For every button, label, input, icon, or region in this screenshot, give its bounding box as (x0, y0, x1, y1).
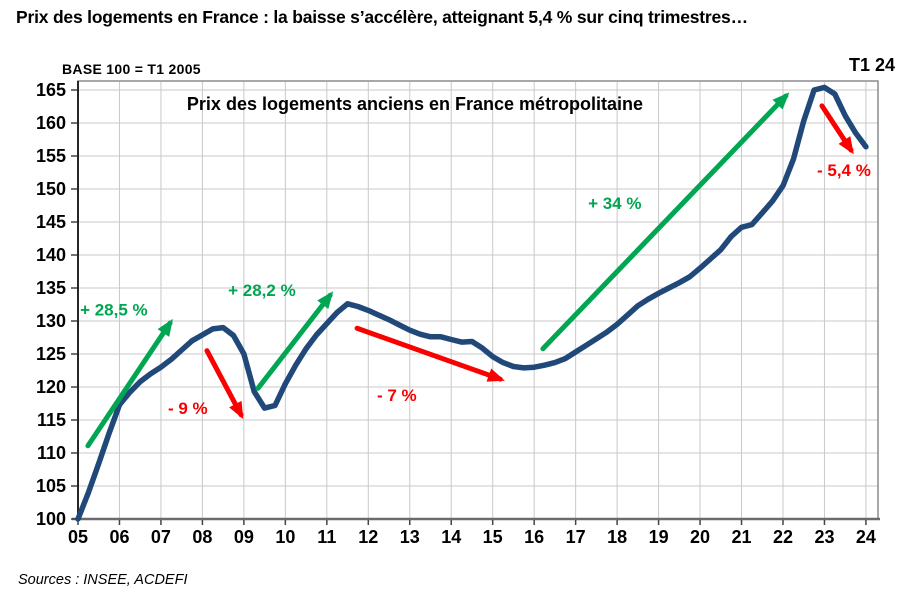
x-tick-label: 13 (400, 527, 420, 547)
x-tick-label: 10 (275, 527, 295, 547)
annotation-arrow (204, 348, 244, 420)
page-title: Prix des logements en France : la baisse… (16, 7, 748, 27)
y-tick-label: 150 (36, 179, 66, 199)
annotation-label: + 28,2 % (228, 281, 296, 300)
y-tick-label: 140 (36, 245, 66, 265)
annotation-label: + 28,5 % (80, 301, 148, 320)
x-tick-label: 15 (483, 527, 503, 547)
x-tick-label: 17 (566, 527, 586, 547)
x-tick-label: 14 (441, 527, 461, 547)
x-tick-label: 12 (358, 527, 378, 547)
x-tick-label: 21 (732, 527, 752, 547)
annotation-arrow (255, 291, 334, 391)
y-tick-label: 130 (36, 311, 66, 331)
chart-last-point-label: T1 24 (848, 55, 895, 75)
x-tick-label: 24 (856, 527, 876, 547)
x-tick-label: 18 (607, 527, 627, 547)
annotation-arrow (354, 325, 505, 382)
x-tick-label: 22 (773, 527, 793, 547)
x-tick-label: 16 (524, 527, 544, 547)
y-tick-label: 165 (36, 80, 66, 100)
annotation-label: - 5,4 % (817, 161, 871, 180)
y-tick-label: 120 (36, 377, 66, 397)
chart-base-label: BASE 100 = T1 2005 (62, 61, 201, 77)
annotation-label: - 9 % (168, 399, 208, 418)
y-tick-label: 100 (36, 509, 66, 529)
y-tick-label: 115 (37, 410, 66, 430)
x-tick-label: 11 (317, 527, 336, 547)
annotation-label: + 34 % (588, 194, 641, 213)
x-tick-label: 06 (109, 527, 129, 547)
annotation-label: - 7 % (377, 386, 417, 405)
y-tick-label: 160 (36, 113, 66, 133)
sources-note: Sources : INSEE, ACDEFI (18, 572, 188, 588)
annotation-arrow (819, 103, 854, 155)
y-tick-label: 105 (36, 476, 66, 496)
y-tick-label: 125 (36, 344, 66, 364)
x-tick-label: 05 (68, 527, 88, 547)
annotation-arrow (540, 92, 790, 352)
x-tick-label: 08 (192, 527, 212, 547)
price-curve (75, 84, 869, 522)
y-tick-label: 145 (36, 212, 66, 232)
x-tick-label: 09 (234, 527, 254, 547)
y-tick-label: 135 (36, 278, 66, 298)
y-tick-label: 110 (37, 443, 66, 463)
chart-title: Prix des logements anciens en France mét… (187, 94, 643, 114)
x-tick-label: 19 (649, 527, 669, 547)
y-tick-label: 155 (36, 146, 66, 166)
annotation-arrow (85, 318, 173, 449)
x-tick-label: 20 (690, 527, 710, 547)
x-tick-label: 07 (151, 527, 171, 547)
x-tick-label: 23 (814, 527, 834, 547)
